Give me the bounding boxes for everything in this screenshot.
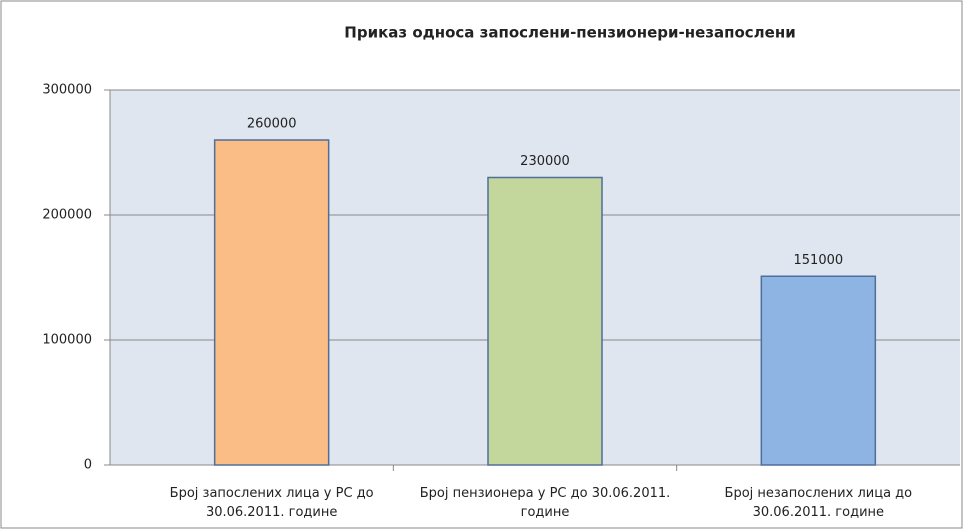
x-tick-label: Број незапослених лица до 30.06.2011. го… xyxy=(724,486,913,520)
y-tick-label: 0 xyxy=(84,458,92,473)
y-tick-label: 200000 xyxy=(42,208,92,223)
chart-title: Приказ односа запослени-пензионери-незап… xyxy=(344,24,795,42)
bar xyxy=(213,139,330,466)
x-tick-label: Број запослених лица у РС до 30.06.2011.… xyxy=(169,486,374,520)
value-label: 230000 xyxy=(520,154,570,169)
value-label: 151000 xyxy=(794,253,844,268)
y-tick-label: 300000 xyxy=(42,83,92,98)
bar xyxy=(487,176,603,466)
x-tick-label: Број пензионера у РС до 30.06.2011. годи… xyxy=(419,486,671,520)
bar xyxy=(760,275,877,466)
y-tick-label: 100000 xyxy=(42,333,92,348)
value-label: 260000 xyxy=(247,117,297,132)
